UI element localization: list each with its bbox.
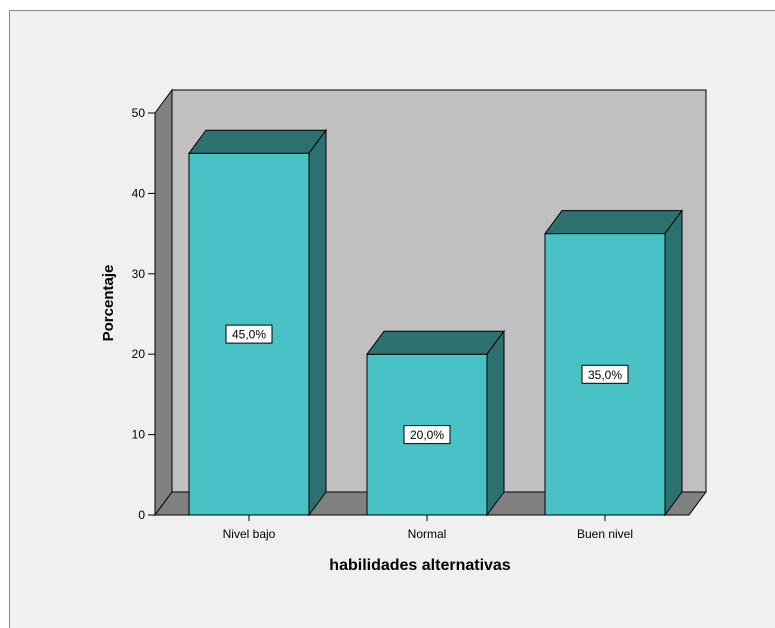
bar-top	[367, 331, 504, 354]
x-tick-label: Normal	[408, 527, 447, 541]
data-label: 35,0%	[588, 368, 622, 382]
x-axis: Nivel bajo Normal Buen nivel	[155, 515, 689, 541]
x-tick-label: Nivel bajo	[223, 527, 276, 541]
y-tick-label: 50	[132, 106, 146, 120]
bar-side	[309, 130, 326, 515]
y-tick-label: 20	[132, 347, 146, 361]
data-label: 45,0%	[232, 328, 266, 342]
bar-top	[189, 130, 326, 153]
bar-side	[665, 211, 682, 515]
x-tick-label: Buen nivel	[577, 527, 633, 541]
y-tick-label: 30	[132, 267, 146, 281]
bar-side	[487, 331, 504, 515]
bar: 35,0%	[545, 211, 682, 515]
side-wall	[155, 90, 172, 515]
y-tick-label: 0	[138, 508, 145, 522]
y-axis: 0 10 20 30 40 50	[132, 106, 155, 522]
y-tick-label: 40	[132, 186, 146, 200]
bar-top	[545, 211, 682, 234]
x-axis-title: habilidades alternativas	[329, 557, 511, 574]
y-tick-label: 10	[132, 428, 146, 442]
y-axis-title: Porcentaje	[100, 265, 117, 342]
bar: 20,0%	[367, 331, 504, 515]
data-label: 20,0%	[410, 428, 444, 442]
bar: 45,0%	[189, 130, 326, 515]
